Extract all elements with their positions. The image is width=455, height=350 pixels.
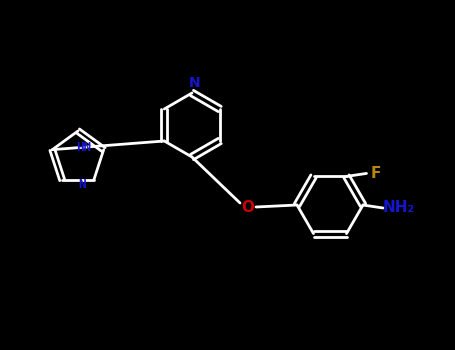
Text: NH₂: NH₂ xyxy=(383,201,415,216)
Text: N: N xyxy=(78,178,86,191)
Text: F: F xyxy=(370,166,381,181)
Text: HN: HN xyxy=(76,141,91,154)
Text: N: N xyxy=(189,76,201,90)
Text: O: O xyxy=(242,199,254,215)
